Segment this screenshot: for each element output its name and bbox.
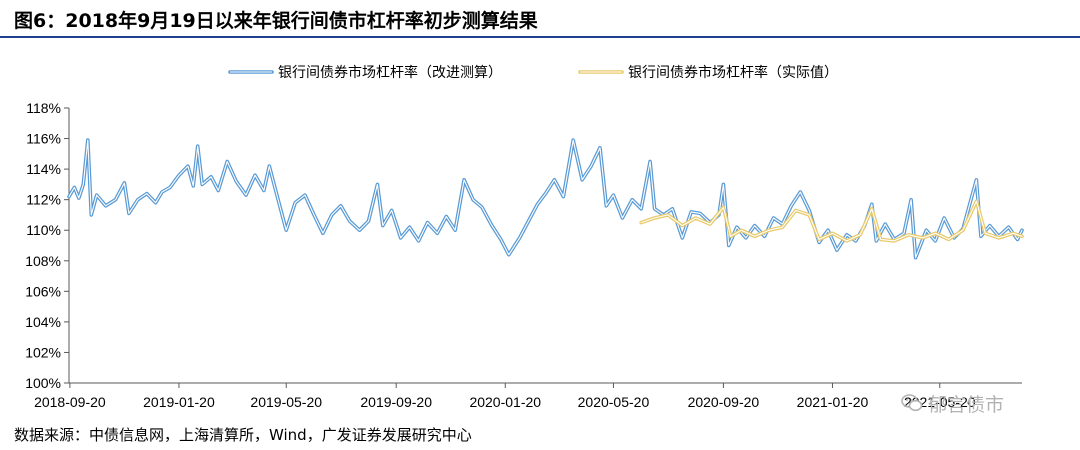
y-tick-label: 106%: [25, 283, 61, 299]
x-tick-label: 2018-09-20: [34, 394, 106, 410]
y-tick-label: 108%: [25, 253, 61, 269]
x-tick-label: 2020-01-20: [469, 394, 541, 410]
source-note: 数据来源：中债信息网，上海清算所，Wind，广发证券发展研究中心: [14, 426, 472, 444]
legend: 银行间债券市场杠杆率（改进测算） 银行间债券市场杠杆率（实际值）: [228, 64, 838, 80]
y-tick-label: 116%: [26, 131, 61, 147]
x-tick-label: 2020-05-20: [578, 394, 650, 410]
x-tick-label: 2019-05-20: [250, 394, 322, 410]
x-tick-label: 2020-09-20: [688, 394, 760, 410]
title-bar: 图6：2018年9月19日以来年银行间债市杠杆率初步测算结果: [0, 0, 1080, 38]
legend-item-2: 银行间债券市场杠杆率（实际值）: [578, 64, 838, 80]
legend-label: 银行间债券市场杠杆率（改进测算）: [278, 64, 502, 80]
leverage-line-chart: 银行间债券市场杠杆率（改进测算） 银行间债券市场杠杆率（实际值） 100% 102%…: [25, 64, 1024, 410]
y-tick-label: 104%: [25, 314, 61, 330]
y-tick-label: 110%: [26, 222, 61, 238]
legend-item-1: 银行间债券市场杠杆率（改进测算）: [228, 64, 502, 80]
chart-area: 银行间债券市场杠杆率（改进测算） 银行间债券市场杠杆率（实际值） 100% 102%…: [0, 38, 1080, 418]
x-tick-label: 2021-01-20: [797, 394, 869, 410]
series-2: [639, 199, 1024, 243]
y-tick-label: 100%: [25, 375, 61, 391]
y-tick-label: 102%: [25, 344, 61, 360]
series-line-inner: [640, 200, 1023, 242]
y-tick-label: 112%: [26, 192, 61, 208]
x-tick-label: 2019-01-20: [143, 394, 215, 410]
wechat-icon: [901, 394, 923, 412]
y-tick-label: 118%: [26, 100, 61, 116]
watermark: 郁言债市: [900, 388, 1004, 418]
page-title: 图6：2018年9月19日以来年银行间债市杠杆率初步测算结果: [14, 10, 538, 32]
watermark-text: 郁言债市: [928, 393, 1005, 416]
x-axis: 2018-09-20 2019-01-20 2019-05-20 2019-09-20…: [34, 382, 1022, 410]
y-axis: 100% 102% 104% 106% 108% 110% 112% 114% 116% 118%: [25, 100, 70, 391]
series-group: [67, 138, 1024, 260]
y-tick-label: 114%: [26, 161, 61, 177]
x-tick-label: 2019-09-20: [360, 394, 432, 410]
legend-label: 银行间债券市场杠杆率（实际值）: [628, 64, 838, 80]
